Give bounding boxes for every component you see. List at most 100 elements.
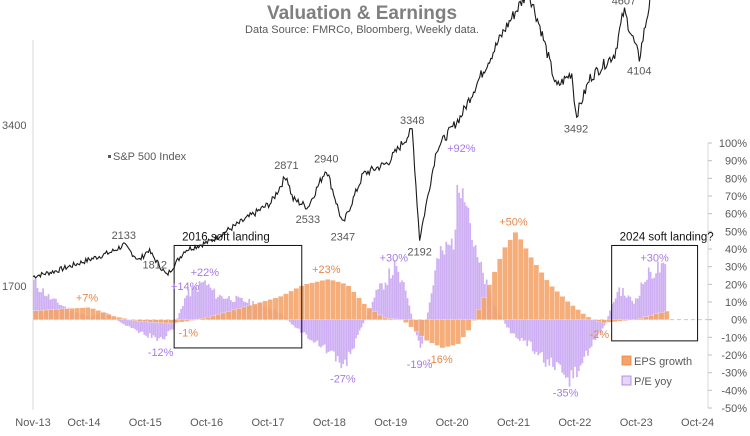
pe-yoy-bar <box>327 319 330 353</box>
eps-growth-bar <box>58 308 65 320</box>
pe-value-label: +14% <box>171 281 200 293</box>
legend-pe-label: P/E yoy <box>634 376 672 388</box>
pe-yoy-bar <box>537 319 540 356</box>
pe-yoy-bar <box>139 319 142 332</box>
pe-yoy-bar <box>587 319 589 356</box>
eps-growth-bar <box>486 284 493 320</box>
eps-growth-bar <box>168 319 174 324</box>
pe-yoy-bar <box>520 319 523 339</box>
pe-yoy-bar <box>119 319 122 323</box>
sp500-line <box>32 0 651 279</box>
pe-yoy-bar <box>169 319 171 331</box>
pe-yoy-bar <box>189 296 192 320</box>
eps-growth-bar <box>32 310 39 320</box>
x-tick-label: Oct-16 <box>190 417 223 429</box>
pe-yoy-bar <box>40 292 43 320</box>
eps-growth-bar <box>340 283 347 320</box>
eps-growth-bar <box>455 319 461 345</box>
pe-yoy-bar <box>123 319 125 325</box>
pe-yoy-bar <box>541 319 543 353</box>
pe-yoy-bar <box>585 319 587 351</box>
eps-growth-bar <box>53 309 60 320</box>
pe-yoy-bar <box>115 319 118 321</box>
eps-growth-bar <box>361 303 367 320</box>
pe-yoy-bar <box>517 319 519 339</box>
sp500-value-label: 1812 <box>143 259 167 271</box>
eps-growth-bar <box>663 310 670 320</box>
right-tick-label: -40% <box>721 385 747 397</box>
eps-growth-bar <box>523 248 529 320</box>
pe-yoy-bar <box>344 319 346 360</box>
pe-yoy-bar <box>42 288 44 320</box>
eps-growth-bar <box>330 280 336 320</box>
right-tick-label: -50% <box>721 403 747 415</box>
eps-growth-bar <box>517 239 524 320</box>
eps-growth-bar <box>283 293 289 320</box>
eps-growth-bar <box>528 257 534 320</box>
right-tick-label: 10% <box>725 297 747 309</box>
eps-value-label: +50% <box>499 216 528 228</box>
eps-growth-bar <box>653 313 660 320</box>
x-tick-label: Oct-17 <box>252 417 285 429</box>
eps-growth-bar <box>622 319 628 321</box>
pe-yoy-bar <box>636 298 639 320</box>
pe-yoy-bar <box>290 319 293 325</box>
eps-growth-bar <box>434 319 440 346</box>
pe-yoy-bar <box>515 319 518 338</box>
eps-growth-bar <box>575 309 581 320</box>
annotation-box <box>173 244 303 349</box>
pe-yoy-bar <box>504 319 506 324</box>
eps-growth-bar <box>121 318 128 320</box>
pe-yoy-bar <box>176 318 179 320</box>
pe-yoy-bar <box>136 319 138 331</box>
pe-yoy-bar <box>351 319 354 350</box>
pe-yoy-bar <box>235 295 238 320</box>
eps-growth-bar <box>116 317 122 320</box>
eps-growth-bar <box>126 319 133 321</box>
pe-yoy-bar <box>202 281 205 320</box>
pe-yoy-bar <box>187 289 190 320</box>
pe-yoy-bar <box>555 319 558 362</box>
pe-yoy-bar <box>563 319 565 375</box>
pe-yoy-bar <box>125 319 127 326</box>
pe-yoy-bar <box>649 271 652 320</box>
eps-growth-bar <box>345 285 352 320</box>
pe-yoy-bar <box>336 319 339 357</box>
eps-growth-bar <box>497 258 503 320</box>
x-tick-label: Nov-13 <box>15 417 50 429</box>
pe-yoy-bar <box>320 319 322 348</box>
eps-value-label: +23% <box>312 264 341 276</box>
pe-yoy-bar <box>640 282 643 320</box>
pe-yoy-bar <box>228 296 230 320</box>
pe-yoy-bar <box>474 245 477 320</box>
legend-pe-swatch <box>621 375 632 386</box>
pe-yoy-bar <box>625 297 628 320</box>
sp500-value-label: 4607 <box>612 0 636 8</box>
pe-yoy-bar <box>287 319 289 321</box>
eps-growth-bar <box>397 319 404 321</box>
pe-yoy-bar <box>439 246 442 320</box>
left-axis-ticks: 1700 3400 <box>2 120 26 293</box>
pe-yoy-bar <box>465 205 468 320</box>
pe-yoy-bar <box>309 319 311 340</box>
right-tick-label: 70% <box>725 191 747 203</box>
eps-growth-bar <box>356 297 362 320</box>
pe-yoy-bar <box>333 319 335 352</box>
pe-yoy-bar <box>377 289 379 320</box>
pe-yoy-bar <box>340 319 343 369</box>
pe-yoy-bar <box>627 295 630 320</box>
pe-yoy-bar <box>204 280 206 320</box>
eps-growth-bar <box>627 319 633 321</box>
pe-yoy-bar <box>182 306 184 320</box>
pe-yoy-bar <box>141 319 144 332</box>
pe-yoy-bar <box>546 319 549 360</box>
pe-yoy-bar <box>528 319 530 341</box>
pe-yoy-bar <box>355 319 357 339</box>
pe-yoy-bar <box>213 288 216 320</box>
sp500-value-label: 3348 <box>400 115 424 127</box>
pe-yoy-bar <box>657 261 659 320</box>
pe-yoy-bar <box>191 287 194 320</box>
chart-subtitle: Data Source: FMRCo, Bloomberg, Weekly da… <box>245 24 479 36</box>
pe-yoy-bar <box>438 258 440 320</box>
pe-yoy-bar <box>126 319 129 326</box>
